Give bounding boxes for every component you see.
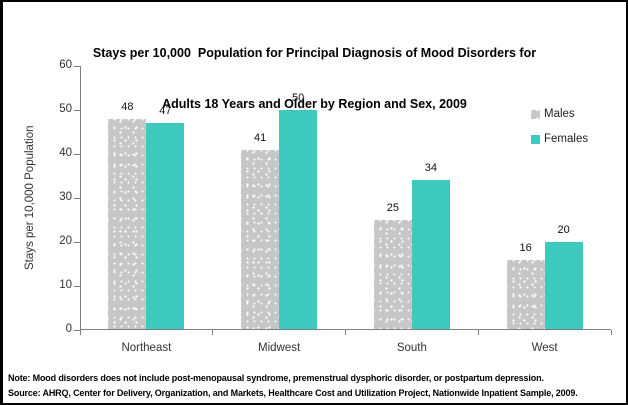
bar-label-females-south: 34 bbox=[424, 162, 437, 175]
males-swatch bbox=[531, 109, 540, 119]
legend-item-females: Females bbox=[531, 133, 588, 145]
females-swatch bbox=[531, 134, 540, 144]
bar-label-males-south: 25 bbox=[386, 202, 399, 214]
y-tick-label-0: 0 bbox=[65, 323, 72, 335]
y-axis-line bbox=[80, 66, 81, 330]
x-boundary-tick-2 bbox=[345, 330, 346, 335]
y-tick-10 bbox=[74, 285, 80, 287]
y-tick-60 bbox=[74, 65, 80, 67]
x-axis-label-west: West bbox=[531, 342, 558, 354]
y-tick-label-60: 60 bbox=[59, 59, 72, 71]
footnotes: Note: Mood disorders does not include po… bbox=[8, 371, 624, 401]
plot-area: 0 10 20 30 40 50 60 48 47 Northeast 41 50 Midwest 25 3… bbox=[59, 59, 612, 354]
y-tick-label-40: 40 bbox=[59, 147, 72, 159]
bar-females-south bbox=[411, 180, 450, 330]
bar-males-west bbox=[506, 259, 545, 330]
bar-females-west bbox=[544, 242, 583, 330]
x-boundary-tick-0 bbox=[79, 330, 81, 335]
legend: Males Females bbox=[531, 108, 588, 158]
chart-title-line2: Adults 18 Years and Older by Region and … bbox=[162, 97, 467, 111]
legend-label-males: Males bbox=[544, 108, 575, 120]
x-boundary-tick-1 bbox=[212, 330, 214, 335]
bar-label-females-northeast: 47 bbox=[159, 105, 172, 118]
x-axis-label-midwest: Midwest bbox=[258, 342, 301, 354]
y-tick-20 bbox=[74, 241, 80, 243]
chart-title: Stays per 10,000 Population for Principa… bbox=[3, 11, 626, 147]
y-tick-label-10: 10 bbox=[59, 279, 72, 291]
bar-males-south bbox=[373, 220, 412, 330]
bar-males-midwest bbox=[241, 149, 280, 330]
y-tick-30 bbox=[74, 197, 80, 199]
y-tick-label-20: 20 bbox=[59, 235, 72, 247]
bar-males-northeast bbox=[108, 118, 147, 330]
bar-label-males-west: 16 bbox=[519, 241, 532, 254]
bar-label-females-midwest: 50 bbox=[292, 92, 305, 104]
source-text: Source: AHRQ, Center for Delivery, Organ… bbox=[8, 388, 578, 398]
y-tick-label-30: 30 bbox=[59, 191, 72, 203]
legend-item-males: Males bbox=[531, 108, 588, 120]
bar-females-midwest bbox=[279, 110, 318, 330]
note-text: Note: Mood disorders does not include po… bbox=[8, 373, 544, 383]
x-boundary-tick-4 bbox=[610, 330, 612, 335]
x-boundary-tick-3 bbox=[477, 330, 479, 335]
x-axis-line bbox=[80, 329, 611, 330]
y-tick-label-50: 50 bbox=[59, 103, 72, 115]
x-axis-label-northeast: Northeast bbox=[121, 342, 172, 354]
bar-label-males-northeast: 48 bbox=[121, 100, 134, 113]
y-tick-50 bbox=[74, 109, 80, 111]
y-tick-0 bbox=[74, 329, 80, 331]
bar-label-males-midwest: 41 bbox=[254, 131, 267, 144]
x-axis-label-south: South bbox=[396, 342, 427, 354]
y-tick-40 bbox=[74, 153, 80, 155]
legend-label-females: Females bbox=[544, 133, 589, 145]
chart-title-line1: Stays per 10,000 Population for Principa… bbox=[92, 46, 537, 60]
bar-label-females-west: 20 bbox=[557, 224, 570, 236]
bar-females-northeast bbox=[146, 123, 185, 330]
